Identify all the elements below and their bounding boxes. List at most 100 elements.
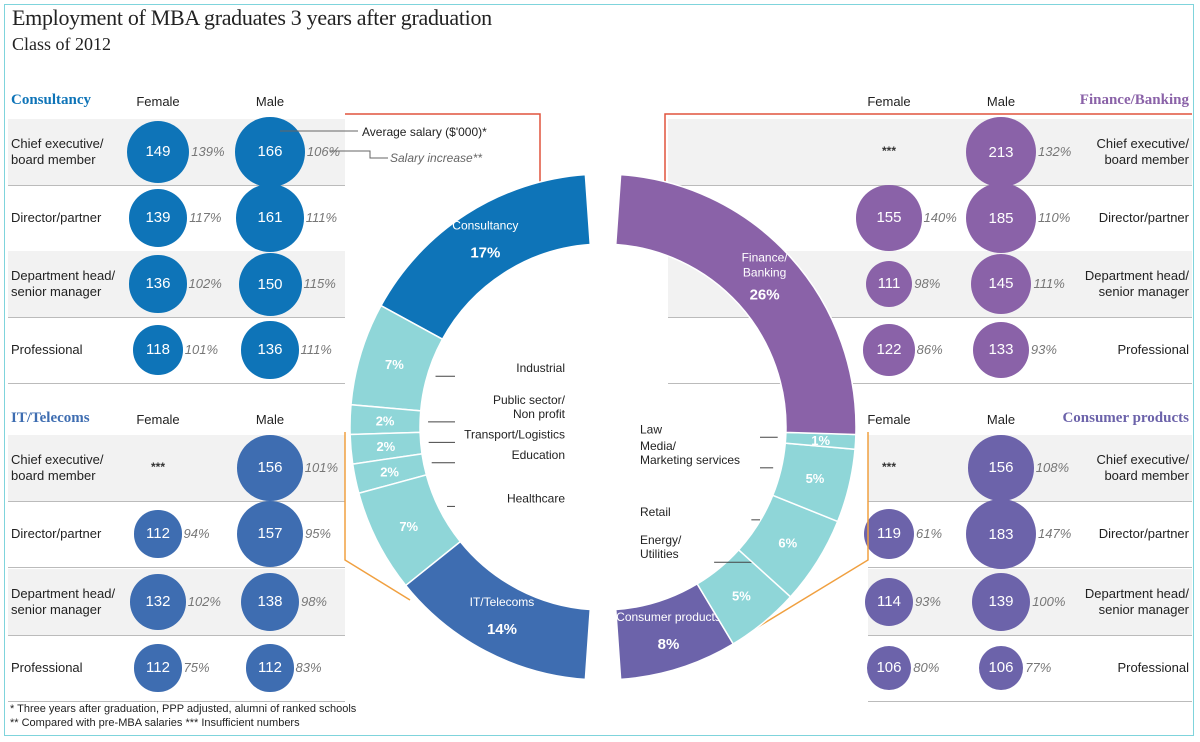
it-telecoms-male-salary-bubble: 157 <box>237 501 303 567</box>
row-divider <box>868 567 1192 568</box>
consultancy-female-salary-bubble: 149 <box>126 120 190 184</box>
consultancy-role-label: Department head/senior manager <box>11 268 116 299</box>
donut-value-finance-banking: 26% <box>750 287 780 304</box>
finance-banking-male-salary-bubble: 185 <box>966 183 1036 253</box>
donut-value-energy-utilities: 5% <box>732 588 751 603</box>
it-telecoms-role-label: Department head/senior manager <box>11 586 116 617</box>
consumer-products-male-header: Male <box>986 412 1016 427</box>
donut-name-retail: Retail <box>640 505 671 519</box>
consumer-products-female-salary-bubble: 106 <box>866 645 912 691</box>
consultancy-male-salary-bubble: 161 <box>236 184 304 252</box>
donut-slice-it-telecoms <box>404 540 592 681</box>
consultancy-male-header: Male <box>255 94 285 109</box>
it-telecoms-role-label: Director/partner <box>11 526 102 541</box>
consumer-products-role-label: Department head/senior manager <box>1084 586 1189 617</box>
consultancy-role-label: Director/partner <box>11 210 102 225</box>
it-telecoms-female-increase: 75% <box>183 660 210 675</box>
it-telecoms-male-increase: 95% <box>304 526 331 541</box>
donut-value-consumer-products: 8% <box>658 636 680 653</box>
row-divider <box>8 501 345 502</box>
it-connector <box>344 432 411 601</box>
it-telecoms-female-insufficient: *** <box>150 460 165 474</box>
consumer-products-male-salary-bubble: 156 <box>968 435 1034 501</box>
donut-name-public-sector-non-profit: Non profit <box>513 407 566 421</box>
donut-name-media-marketing-services: Media/ <box>640 439 677 453</box>
consultancy-role-label: Chief executive/board member <box>11 136 104 167</box>
it-telecoms-female-header: Female <box>136 412 180 427</box>
consultancy-female-salary-bubble: 118 <box>133 325 183 375</box>
donut-name-education: Education <box>512 448 565 462</box>
consultancy-heading: Consultancy <box>11 92 92 108</box>
it-telecoms-role-label: Professional <box>11 660 83 675</box>
frame <box>4 4 1194 736</box>
donut-name-media-marketing-services: Marketing services <box>640 453 740 467</box>
finance-banking-female-header: Female <box>867 94 911 109</box>
it-telecoms-male-increase: 83% <box>295 660 322 675</box>
page-subtitle: Class of 2012 <box>12 34 111 54</box>
finance-banking-female-insufficient: *** <box>881 144 896 158</box>
donut-name-energy-utilities: Energy/ <box>640 533 682 547</box>
row-divider <box>8 635 345 636</box>
consumer-products-role-label: Director/partner <box>1098 526 1189 541</box>
finance-banking-male-salary-bubble: 213 <box>966 117 1036 187</box>
finance-banking-male-salary-bubble: 145 <box>970 253 1032 315</box>
consumer-products-female-salary-bubble: 114 <box>865 578 913 626</box>
donut-value-it-telecoms: 14% <box>487 621 517 638</box>
consumer-products-female-salary-bubble: 119 <box>864 509 914 559</box>
finance-banking-male-increase: 110% <box>1038 210 1071 225</box>
row-divider <box>868 701 1192 702</box>
consumer-products-female-increase: 93% <box>914 594 941 609</box>
consultancy-male-increase: 106% <box>306 144 341 159</box>
donut-value-transport-logistics: 2% <box>376 439 395 454</box>
consultancy-female-salary-bubble: 139 <box>128 188 188 248</box>
consumer-products-female-increase: 80% <box>913 660 940 675</box>
consumer-products-female-header: Female <box>867 412 911 427</box>
donut-name-transport-logistics: Transport/Logistics <box>464 427 565 441</box>
it-telecoms-male-salary-bubble: 156 <box>237 435 303 501</box>
donut-name-public-sector-non-profit: Public sector/ <box>493 393 566 407</box>
finance-banking-female-salary-bubble: 111 <box>865 260 913 308</box>
consultancy-role-label: Professional <box>11 342 83 357</box>
it-telecoms-male-salary-bubble: 112 <box>246 644 294 692</box>
consumer-products-male-increase: 147% <box>1038 526 1072 541</box>
consultancy-female-increase: 101% <box>184 342 219 357</box>
row-divider <box>8 567 345 568</box>
page-title: Employment of MBA graduates 3 years afte… <box>12 5 492 30</box>
it-telecoms-male-increase: 101% <box>304 460 338 475</box>
consultancy-male-salary-bubble: 150 <box>238 252 302 316</box>
consumer-products-male-salary-bubble: 183 <box>966 499 1036 569</box>
finance-connector <box>664 113 1192 200</box>
donut-value-healthcare: 7% <box>399 519 418 534</box>
finance-banking-male-increase: 111% <box>1033 276 1065 291</box>
finance-banking-male-header: Male <box>986 94 1016 109</box>
donut-name-industrial: Industrial <box>516 361 565 375</box>
consultancy-male-increase: 111% <box>305 210 338 225</box>
finance-banking-female-increase: 98% <box>914 276 941 291</box>
donut-name-law: Law <box>640 422 662 436</box>
consumer-products-female-increase: 61% <box>915 526 943 541</box>
row-divider <box>668 317 1192 318</box>
legend-increase-leader <box>330 150 388 159</box>
consumer-products-heading: Consumer products <box>1062 410 1189 426</box>
row-band <box>668 119 1192 185</box>
consumer-products-female-insufficient: *** <box>881 460 896 474</box>
row-divider <box>868 501 1192 502</box>
consultancy-female-increase: 117% <box>189 210 222 225</box>
it-telecoms-male-increase: 98% <box>300 594 327 609</box>
consumer-connector <box>719 432 869 651</box>
it-telecoms-female-salary-bubble: 112 <box>134 510 182 558</box>
finance-banking-heading: Finance/Banking <box>1079 92 1189 108</box>
consumer-products-male-increase: 77% <box>1025 660 1052 675</box>
donut-label-finance-banking: Finance/ <box>742 251 789 265</box>
finance-banking-male-salary-bubble: 133 <box>973 322 1029 378</box>
it-telecoms-heading: IT/Telecoms <box>11 410 90 426</box>
it-telecoms-male-salary-bubble: 138 <box>241 573 299 631</box>
row-divider <box>8 701 345 702</box>
consultancy-male-salary-bubble: 136 <box>241 321 299 379</box>
consultancy-female-increase: 102% <box>188 276 222 291</box>
donut-value-retail: 6% <box>778 536 797 551</box>
row-divider <box>668 185 1192 186</box>
consumer-products-role-label: Professional <box>1117 660 1189 675</box>
